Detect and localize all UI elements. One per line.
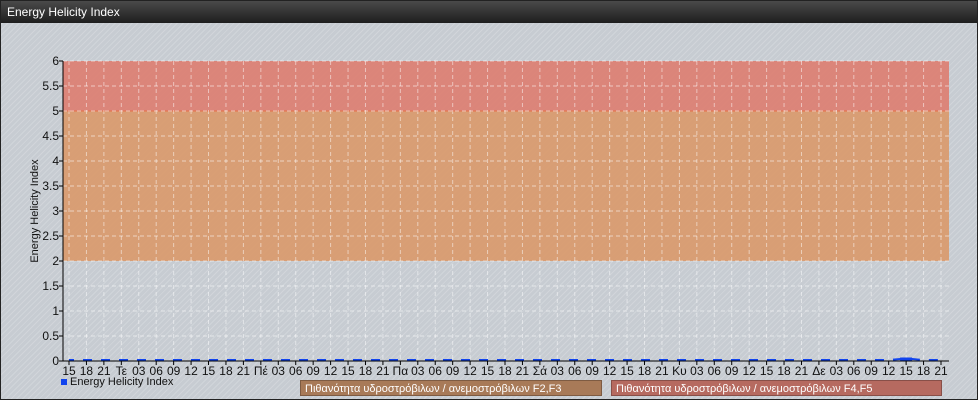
y-tick-label: 4.5 — [42, 129, 59, 143]
x-tick-label: 06 — [429, 364, 443, 378]
x-tick-label: 03 — [690, 364, 704, 378]
band-legend-f2f3[interactable]: Πιθανότητα υδροστρόβιλων / ανεμοστρόβιλω… — [300, 380, 602, 396]
x-tick-label: 18 — [80, 364, 94, 378]
x-tick-label: 09 — [167, 364, 181, 378]
y-tick-label: 1.5 — [42, 279, 59, 293]
x-tick-label: 09 — [725, 364, 739, 378]
x-tick-label: 18 — [638, 364, 652, 378]
x-tick-label: 21 — [97, 364, 111, 378]
x-tick-label: 09 — [586, 364, 600, 378]
y-tick-label: 5 — [52, 104, 59, 118]
x-tick-label: 09 — [446, 364, 460, 378]
x-tick-label: 21 — [237, 364, 251, 378]
x-tick-label: 15 — [202, 364, 216, 378]
x-tick-label: 15 — [62, 364, 76, 378]
x-tick-label: 09 — [306, 364, 320, 378]
legend-label: Energy Helicity Index — [70, 376, 174, 388]
x-tick-label: 18 — [498, 364, 512, 378]
window-title: Energy Helicity Index — [1, 1, 977, 23]
x-tick-label: 21 — [655, 364, 669, 378]
y-tick-label: 3.5 — [42, 179, 59, 193]
y-axis-title: Energy Helicity Index — [29, 159, 41, 263]
x-tick-label: 21 — [934, 364, 948, 378]
x-tick-label: 21 — [795, 364, 809, 378]
x-tick-label: 03 — [132, 364, 146, 378]
x-tick-label: Σά — [533, 364, 547, 378]
x-tick-label: 18 — [777, 364, 791, 378]
x-tick-label: 18 — [219, 364, 233, 378]
x-tick-label: 12 — [882, 364, 896, 378]
y-tick-label: 0 — [52, 354, 59, 368]
x-tick-label: Κυ — [672, 364, 687, 378]
x-tick-label: 03 — [272, 364, 286, 378]
x-tick-label: 12 — [324, 364, 338, 378]
series-line-0 — [69, 357, 941, 361]
x-tick-label: 12 — [184, 364, 198, 378]
x-tick-label: Πα — [393, 364, 409, 378]
x-tick-label: 21 — [376, 364, 390, 378]
x-tick-label: 15 — [481, 364, 495, 378]
band-legend-f4f5[interactable]: Πιθανότητα υδροστρόβιλων / ανεμοστρόβιλω… — [611, 380, 942, 396]
x-tick-label: 06 — [289, 364, 303, 378]
x-tick-label: 03 — [830, 364, 844, 378]
x-tick-label: 15 — [899, 364, 913, 378]
x-tick-label: 09 — [865, 364, 879, 378]
x-tick-label: 12 — [603, 364, 617, 378]
x-tick-label: 12 — [742, 364, 756, 378]
y-tick-label: 2 — [52, 254, 59, 268]
x-tick-label: 15 — [760, 364, 774, 378]
x-tick-label: 06 — [847, 364, 861, 378]
y-tick-label: 4 — [52, 154, 59, 168]
data-point — [900, 357, 913, 361]
x-tick-label: 03 — [551, 364, 565, 378]
legend-swatch — [61, 379, 67, 385]
x-tick-label: Πέ — [254, 364, 269, 378]
x-tick-label: Τε — [116, 364, 128, 378]
x-tick-label: 06 — [150, 364, 164, 378]
x-tick-label: 15 — [620, 364, 634, 378]
x-tick-label: 03 — [411, 364, 425, 378]
y-tick-label: 0.5 — [42, 329, 59, 343]
x-tick-label: 18 — [359, 364, 373, 378]
x-tick-label: 12 — [463, 364, 477, 378]
y-tick-label: 6 — [52, 54, 59, 68]
x-tick-label: 15 — [341, 364, 355, 378]
y-tick-label: 1 — [52, 304, 59, 318]
y-tick-label: 5.5 — [42, 79, 59, 93]
legend[interactable]: Energy Helicity Index — [61, 376, 173, 388]
x-tick-label: 06 — [568, 364, 582, 378]
x-tick-label: 21 — [516, 364, 530, 378]
x-tick-label: 06 — [708, 364, 722, 378]
y-tick-label: 3 — [52, 204, 59, 218]
y-tick-label: 2.5 — [42, 229, 59, 243]
x-tick-label: 18 — [917, 364, 931, 378]
x-tick-label: Δε — [812, 364, 826, 378]
